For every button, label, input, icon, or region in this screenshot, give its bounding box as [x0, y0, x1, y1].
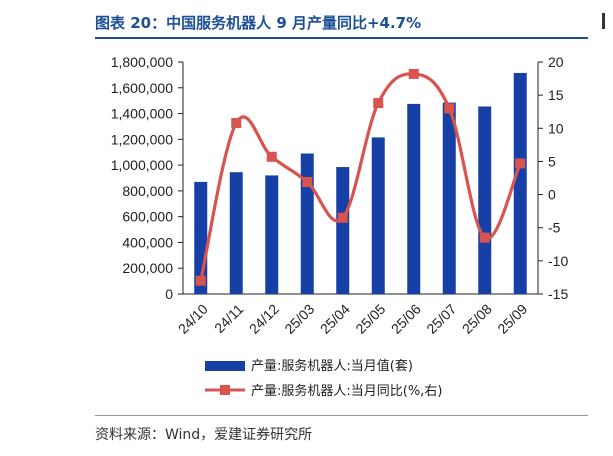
left-axis-tick-label: 1,600,000 — [111, 80, 173, 96]
line-marker — [444, 103, 455, 114]
right-axis-tick-label: -15 — [548, 286, 568, 302]
legend-bar-swatch — [205, 361, 245, 371]
legend-line-label: 产量:服务机器人:当月同比(%,右) — [251, 383, 442, 399]
left-axis-tick-label: 800,000 — [122, 183, 173, 199]
left-axis-tick-label: 1,000,000 — [111, 157, 173, 173]
x-axis-tick-label: 24/11 — [211, 301, 247, 337]
adjacent-panel-edge — [602, 13, 613, 29]
x-axis-tick-label: 25/07 — [423, 301, 459, 337]
right-axis-tick-label: 0 — [548, 187, 556, 203]
x-axis-tick-label: 25/05 — [352, 301, 388, 337]
right-axis-tick-label: 15 — [548, 87, 564, 103]
right-axis-tick-label: 10 — [548, 120, 564, 136]
left-axis-tick-label: 0 — [165, 286, 173, 302]
left-axis-tick-label: 1,800,000 — [111, 54, 173, 70]
bar — [478, 106, 492, 294]
source-note: 资料来源：Wind，爱建证券研究所 — [95, 427, 313, 443]
line-marker — [195, 275, 206, 286]
bar — [265, 175, 279, 294]
chart-area: 0 200,000 400,000 600,000 800,000 1,000,000 1,… — [111, 54, 569, 399]
legend-bar-label: 产量:服务机器人:当月值(套) — [251, 358, 413, 374]
left-axis-tick-label: 400,000 — [122, 234, 173, 250]
left-axis-tick-label: 200,000 — [122, 260, 173, 276]
line-marker — [231, 117, 242, 128]
right-axis-tick-label: -5 — [548, 220, 561, 236]
line-marker — [373, 98, 384, 109]
right-axis-tick-label: 5 — [548, 153, 556, 169]
line-marker — [337, 212, 348, 223]
bar — [442, 102, 456, 294]
x-axis-tick-label: 24/10 — [175, 301, 211, 337]
x-axis-tick-label: 25/03 — [281, 301, 317, 337]
bar — [371, 137, 385, 294]
right-axis-tick-label: 20 — [548, 54, 564, 70]
x-axis-tick-label: 24/12 — [246, 301, 282, 337]
line-marker — [302, 176, 313, 187]
line-marker — [408, 68, 419, 79]
bar — [513, 72, 527, 294]
x-axis-tick-label: 25/06 — [388, 301, 424, 337]
footer-rule — [95, 415, 588, 416]
bar — [229, 172, 243, 294]
left-axis-tick-label: 1,400,000 — [111, 106, 173, 122]
bar — [336, 167, 350, 294]
line-marker — [515, 158, 526, 169]
legend-line-marker — [220, 385, 230, 395]
left-axis-tick-label: 1,200,000 — [111, 131, 173, 147]
series-line — [199, 72, 522, 282]
x-axis-tick-label: 25/04 — [317, 301, 353, 337]
line-marker — [479, 232, 490, 243]
right-axis-tick-label: -10 — [548, 253, 568, 269]
bar — [300, 153, 314, 294]
title-rule — [95, 37, 588, 39]
left-axis-tick-label: 600,000 — [122, 209, 173, 225]
chart-title: 图表 20：中国服务机器人 9 月产量同比+4.7% — [95, 14, 422, 32]
x-axis-tick-label: 25/08 — [459, 301, 495, 337]
x-axis-tick-label: 25/09 — [494, 301, 530, 337]
bar — [407, 103, 421, 294]
line-marker — [266, 151, 277, 162]
title-row: 图表 20：中国服务机器人 9 月产量同比+4.7% — [95, 8, 613, 32]
